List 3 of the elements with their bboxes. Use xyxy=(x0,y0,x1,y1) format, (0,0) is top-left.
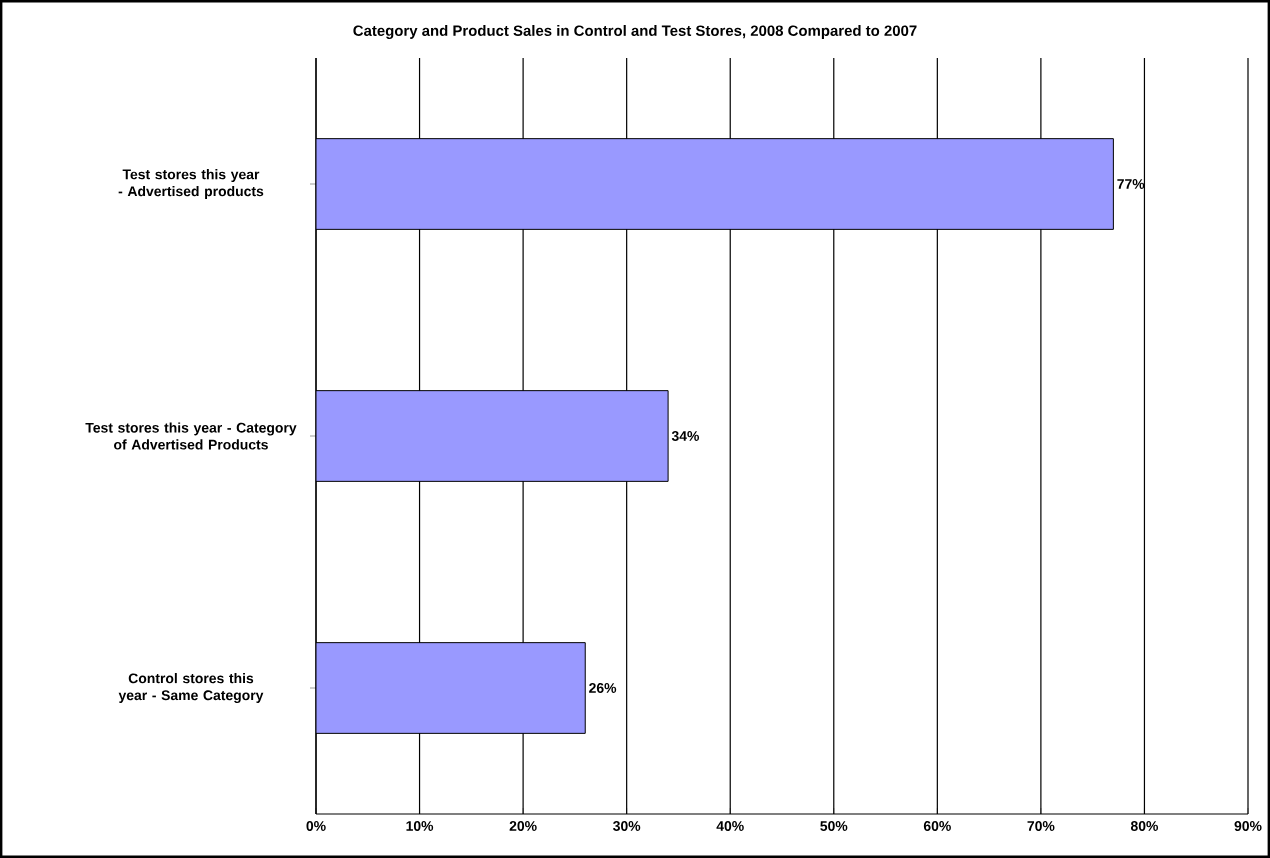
bar xyxy=(316,390,669,482)
bar xyxy=(316,138,1114,230)
bar xyxy=(316,642,586,734)
